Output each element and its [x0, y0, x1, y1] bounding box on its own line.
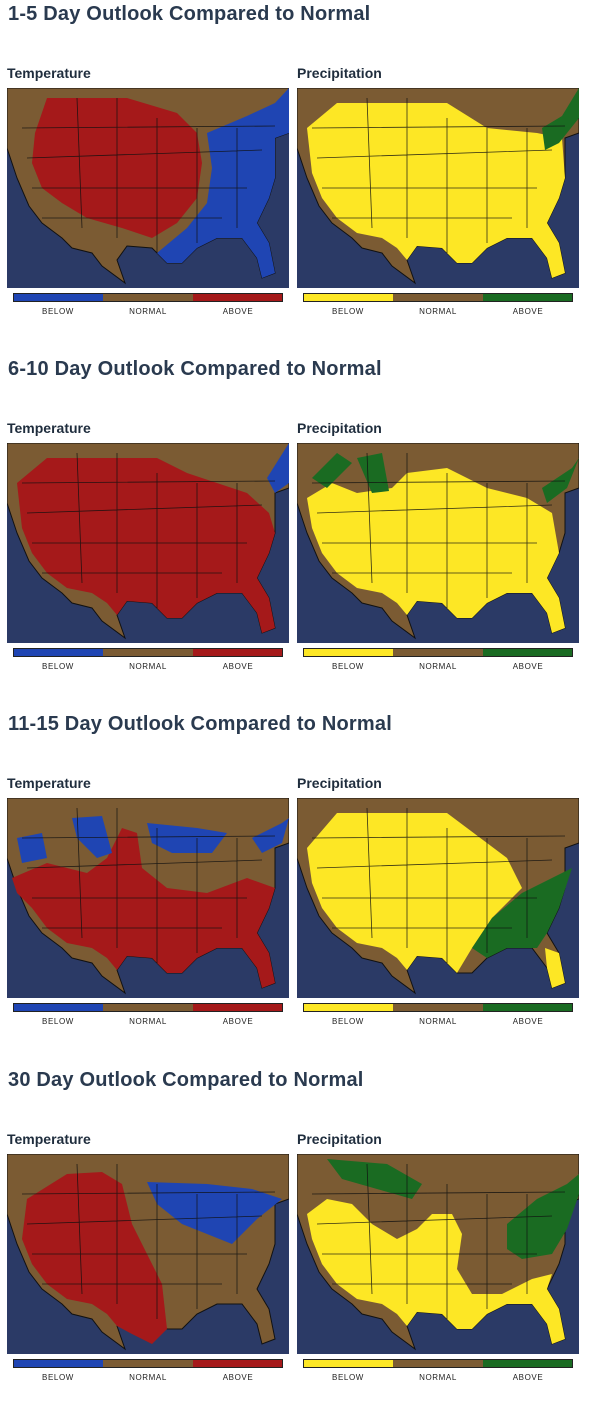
legend-swatch-normal — [393, 649, 483, 656]
legend-label-above: ABOVE — [512, 1373, 544, 1382]
legend-label-below: BELOW — [42, 307, 74, 316]
section-title: 11-15 Day Outlook Compared to Normal — [8, 713, 392, 735]
temperature-map-30-day[interactable] — [7, 1154, 289, 1354]
legend-label-above: ABOVE — [222, 1373, 254, 1382]
legend-label-normal: NORMAL — [419, 307, 457, 316]
legend-label-below: BELOW — [332, 1017, 364, 1026]
legend-swatch-normal — [103, 294, 193, 301]
precipitation-legend: BELOW NORMAL ABOVE — [303, 1003, 573, 1033]
precipitation-map-30-day[interactable] — [297, 1154, 579, 1354]
legend-label-above: ABOVE — [222, 307, 254, 316]
legend-swatch-above — [192, 1004, 282, 1011]
outlook-section-11-15-day: 11-15 Day Outlook Compared to Normal Tem… — [0, 713, 591, 1053]
legend-swatch-above — [482, 294, 572, 301]
temperature-panel: Temperature BELOW NORMAL ABOVE — [7, 3, 289, 343]
legend-swatch-normal — [103, 1004, 193, 1011]
legend-label-above: ABOVE — [222, 1017, 254, 1026]
precipitation-panel: Precipitation BELOW NORMAL ABOVE — [297, 1069, 579, 1409]
legend-swatch-below — [304, 1004, 394, 1011]
temperature-map-1-5-day[interactable] — [7, 88, 289, 288]
precipitation-label: Precipitation — [297, 65, 382, 81]
legend-swatch-below — [14, 1360, 104, 1367]
legend-label-below: BELOW — [332, 307, 364, 316]
legend-label-below: BELOW — [332, 1373, 364, 1382]
temperature-legend: BELOW NORMAL ABOVE — [13, 1359, 283, 1389]
legend-swatch-above — [482, 1360, 572, 1367]
temperature-map-6-10-day[interactable] — [7, 443, 289, 643]
legend-label-below: BELOW — [42, 1017, 74, 1026]
outlook-section-30-day: 30 Day Outlook Compared to Normal Temper… — [0, 1069, 591, 1409]
legend-swatch-above — [192, 294, 282, 301]
legend-label-below: BELOW — [42, 1373, 74, 1382]
legend-swatch-above — [482, 649, 572, 656]
legend-label-normal: NORMAL — [129, 662, 167, 671]
legend-label-above: ABOVE — [512, 662, 544, 671]
legend-label-above: ABOVE — [512, 307, 544, 316]
legend-swatch-normal — [103, 1360, 193, 1367]
temperature-panel: Temperature BELOW NORMAL ABOVE — [7, 713, 289, 1053]
section-title: 1-5 Day Outlook Compared to Normal — [8, 3, 371, 25]
precipitation-legend: BELOW NORMAL ABOVE — [303, 293, 573, 323]
legend-swatch-below — [14, 294, 104, 301]
legend-swatch-normal — [103, 649, 193, 656]
legend-swatch-below — [304, 649, 394, 656]
legend-swatch-above — [192, 649, 282, 656]
legend-label-normal: NORMAL — [129, 1017, 167, 1026]
legend-swatch-normal — [393, 1004, 483, 1011]
legend-label-normal: NORMAL — [129, 307, 167, 316]
legend-label-normal: NORMAL — [419, 1373, 457, 1382]
outlook-section-6-10-day: 6-10 Day Outlook Compared to Normal Temp… — [0, 358, 591, 698]
precipitation-panel: Precipitation BELOW NORMAL ABOVE — [297, 358, 579, 698]
precipitation-map-1-5-day[interactable] — [297, 88, 579, 288]
temperature-map-11-15-day[interactable] — [7, 798, 289, 998]
temperature-label: Temperature — [7, 775, 91, 791]
legend-swatch-above — [482, 1004, 572, 1011]
section-title: 30 Day Outlook Compared to Normal — [8, 1069, 364, 1091]
temperature-panel: Temperature BELOW NORMAL ABOVE — [7, 358, 289, 698]
outlook-section-1-5-day: 1-5 Day Outlook Compared to Normal Tempe… — [0, 3, 591, 343]
legend-label-above: ABOVE — [222, 662, 254, 671]
legend-swatch-normal — [393, 294, 483, 301]
precipitation-label: Precipitation — [297, 775, 382, 791]
temperature-legend: BELOW NORMAL ABOVE — [13, 293, 283, 323]
temperature-legend: BELOW NORMAL ABOVE — [13, 1003, 283, 1033]
precipitation-panel: Precipitation BELOW NORMAL ABOVE — [297, 3, 579, 343]
legend-swatch-below — [14, 1004, 104, 1011]
precipitation-label: Precipitation — [297, 420, 382, 436]
legend-label-below: BELOW — [332, 662, 364, 671]
precipitation-map-11-15-day[interactable] — [297, 798, 579, 998]
legend-label-normal: NORMAL — [419, 1017, 457, 1026]
legend-label-normal: NORMAL — [129, 1373, 167, 1382]
precipitation-map-6-10-day[interactable] — [297, 443, 579, 643]
temperature-panel: Temperature BELOW NORMAL ABOVE — [7, 1069, 289, 1409]
legend-swatch-below — [304, 1360, 394, 1367]
precipitation-label: Precipitation — [297, 1131, 382, 1147]
legend-swatch-above — [192, 1360, 282, 1367]
temperature-label: Temperature — [7, 65, 91, 81]
legend-swatch-normal — [393, 1360, 483, 1367]
precipitation-legend: BELOW NORMAL ABOVE — [303, 1359, 573, 1389]
legend-swatch-below — [304, 294, 394, 301]
legend-swatch-below — [14, 649, 104, 656]
precipitation-panel: Precipitation BELOW NORMAL ABOVE — [297, 713, 579, 1053]
temperature-label: Temperature — [7, 420, 91, 436]
legend-label-normal: NORMAL — [419, 662, 457, 671]
temperature-label: Temperature — [7, 1131, 91, 1147]
legend-label-below: BELOW — [42, 662, 74, 671]
legend-label-above: ABOVE — [512, 1017, 544, 1026]
temperature-legend: BELOW NORMAL ABOVE — [13, 648, 283, 678]
section-title: 6-10 Day Outlook Compared to Normal — [8, 358, 382, 380]
precipitation-legend: BELOW NORMAL ABOVE — [303, 648, 573, 678]
